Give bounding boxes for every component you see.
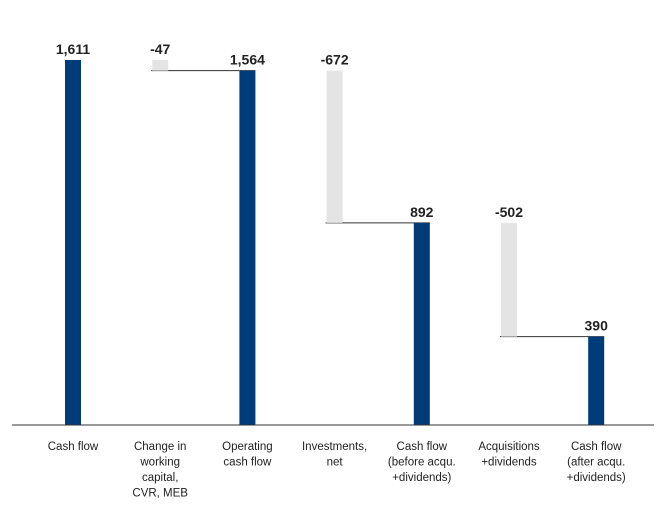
category-label-line: CVR, MEB (132, 488, 188, 500)
category-label-line: working (139, 457, 180, 469)
category-label: Cash flow (before acqu. +dividends) (388, 441, 456, 484)
category-label: Cash flow (48, 441, 99, 453)
category-label-line: Acquisitions (478, 441, 540, 453)
data-label: -47 (150, 41, 170, 57)
data-label: 892 (410, 204, 434, 220)
category-label: Cash flow (after acqu. +dividends) (567, 441, 626, 484)
bar-total (413, 222, 430, 425)
data-label: 390 (585, 318, 609, 334)
category-label-line: capital, (142, 472, 178, 484)
category-label-line: cash flow (223, 457, 272, 469)
data-label: -672 (321, 52, 349, 68)
bar-total (239, 70, 256, 425)
category-label-line: Change in (134, 441, 186, 453)
category-label-line: Cash flow (48, 441, 99, 453)
data-label: 1,564 (230, 52, 265, 68)
bar-delta (152, 60, 169, 71)
category-label-line: net (327, 457, 344, 469)
category-label: Investments, net (302, 441, 367, 469)
bar-total (65, 60, 81, 425)
category-label-line: +dividends) (567, 472, 626, 484)
data-label: -502 (495, 204, 523, 220)
category-label: Acquisitions +dividends (478, 441, 540, 469)
data-label: 1,611 (56, 41, 90, 57)
category-label-line: Cash flow (571, 441, 622, 453)
bar-delta (501, 222, 517, 337)
category-label-line: (after acqu. (567, 457, 625, 469)
category-label-line: +dividends) (392, 472, 451, 484)
category-label-line: Operating (222, 441, 273, 453)
category-label: Operating cash flow (222, 441, 273, 469)
bar-total (588, 336, 605, 425)
category-label-line: (before acqu. (388, 457, 456, 469)
category-label-line: Cash flow (397, 441, 448, 453)
category-label-line: Investments, (302, 441, 367, 453)
category-label-line: +dividends (481, 457, 537, 469)
bar-delta (326, 70, 343, 223)
category-label: Change in working capital, CVR, MEB (132, 441, 188, 500)
